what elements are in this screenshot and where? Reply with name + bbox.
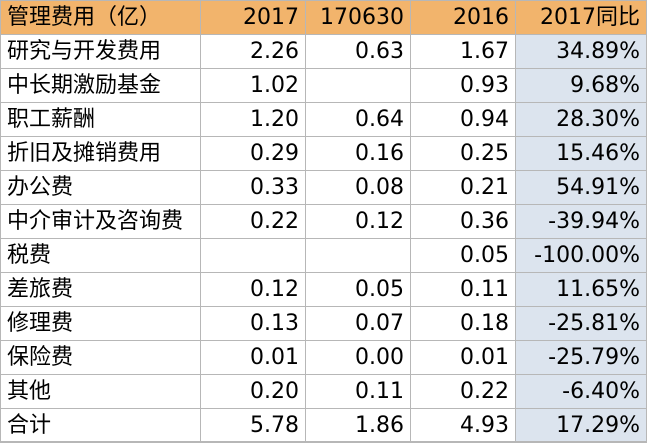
value-2016-cell[interactable]: 0.18 [410, 306, 516, 341]
table-row: 其他 0.20 0.11 0.22 -6.40% [0, 374, 647, 409]
total-row: 合计 5.78 1.86 4.93 17.29% [0, 408, 647, 443]
value-170630-cell[interactable] [305, 238, 411, 273]
value-2017-cell[interactable]: 0.20 [200, 374, 306, 409]
yoy-cell[interactable]: 28.30% [515, 102, 647, 137]
row-label-cell[interactable]: 职工薪酬 [0, 102, 201, 137]
table-row: 研究与开发费用 2.26 0.63 1.67 34.89% [0, 34, 647, 69]
row-label-cell[interactable]: 保险费 [0, 340, 201, 375]
total-yoy-cell[interactable]: 17.29% [515, 408, 647, 443]
yoy-cell[interactable]: -39.94% [515, 204, 647, 239]
table-row: 折旧及摊销费用 0.29 0.16 0.25 15.46% [0, 136, 647, 171]
value-2016-cell[interactable]: 1.67 [410, 34, 516, 69]
table-row: 修理费 0.13 0.07 0.18 -25.81% [0, 306, 647, 341]
value-170630-cell[interactable]: 0.11 [305, 374, 411, 409]
row-label-cell[interactable]: 研究与开发费用 [0, 34, 201, 69]
yoy-cell[interactable]: -100.00% [515, 238, 647, 273]
value-170630-cell[interactable]: 0.08 [305, 170, 411, 205]
yoy-cell[interactable]: 15.46% [515, 136, 647, 171]
header-label-cell[interactable]: 管理费用（亿） [0, 0, 201, 35]
row-label-cell[interactable]: 办公费 [0, 170, 201, 205]
value-2017-cell[interactable]: 0.12 [200, 272, 306, 307]
table-row: 保险费 0.01 0.00 0.01 -25.79% [0, 340, 647, 375]
value-170630-cell[interactable]: 0.00 [305, 340, 411, 375]
table-row: 中长期激励基金 1.02 0.93 9.68% [0, 68, 647, 103]
value-2017-cell[interactable]: 2.26 [200, 34, 306, 69]
header-170630-cell[interactable]: 170630 [305, 0, 411, 35]
value-2016-cell[interactable]: 0.01 [410, 340, 516, 375]
total-170630-cell[interactable]: 1.86 [305, 408, 411, 443]
table-row: 税费 0.05 -100.00% [0, 238, 647, 273]
yoy-cell[interactable]: 54.91% [515, 170, 647, 205]
value-170630-cell[interactable]: 0.07 [305, 306, 411, 341]
table-row: 差旅费 0.12 0.05 0.11 11.65% [0, 272, 647, 307]
value-170630-cell[interactable]: 0.12 [305, 204, 411, 239]
value-2017-cell[interactable]: 0.01 [200, 340, 306, 375]
value-2016-cell[interactable]: 0.36 [410, 204, 516, 239]
value-2017-cell[interactable]: 1.20 [200, 102, 306, 137]
value-170630-cell[interactable]: 0.05 [305, 272, 411, 307]
total-label-cell[interactable]: 合计 [0, 408, 201, 443]
yoy-cell[interactable]: -25.81% [515, 306, 647, 341]
yoy-cell[interactable]: 34.89% [515, 34, 647, 69]
yoy-cell[interactable]: 11.65% [515, 272, 647, 307]
row-label-cell[interactable]: 修理费 [0, 306, 201, 341]
table-row: 办公费 0.33 0.08 0.21 54.91% [0, 170, 647, 205]
table-row: 中介审计及咨询费 0.22 0.12 0.36 -39.94% [0, 204, 647, 239]
value-2016-cell[interactable]: 0.94 [410, 102, 516, 137]
value-2017-cell[interactable]: 0.29 [200, 136, 306, 171]
value-2017-cell[interactable]: 0.33 [200, 170, 306, 205]
value-2016-cell[interactable]: 0.11 [410, 272, 516, 307]
total-2017-cell[interactable]: 5.78 [200, 408, 306, 443]
value-2016-cell[interactable]: 0.25 [410, 136, 516, 171]
value-170630-cell[interactable] [305, 68, 411, 103]
row-label-cell[interactable]: 中长期激励基金 [0, 68, 201, 103]
header-yoy-cell[interactable]: 2017同比 [515, 0, 647, 35]
yoy-cell[interactable]: 9.68% [515, 68, 647, 103]
value-2016-cell[interactable]: 0.22 [410, 374, 516, 409]
yoy-cell[interactable]: -6.40% [515, 374, 647, 409]
row-label-cell[interactable]: 折旧及摊销费用 [0, 136, 201, 171]
value-2017-cell[interactable]: 0.22 [200, 204, 306, 239]
value-170630-cell[interactable]: 0.63 [305, 34, 411, 69]
value-2017-cell[interactable] [200, 238, 306, 273]
value-2017-cell[interactable]: 0.13 [200, 306, 306, 341]
value-2016-cell[interactable]: 0.21 [410, 170, 516, 205]
header-2017-cell[interactable]: 2017 [200, 0, 306, 35]
total-2016-cell[interactable]: 4.93 [410, 408, 516, 443]
row-label-cell[interactable]: 税费 [0, 238, 201, 273]
row-label-cell[interactable]: 中介审计及咨询费 [0, 204, 201, 239]
yoy-cell[interactable]: -25.79% [515, 340, 647, 375]
value-2016-cell[interactable]: 0.05 [410, 238, 516, 273]
header-2016-cell[interactable]: 2016 [410, 0, 516, 35]
value-170630-cell[interactable]: 0.16 [305, 136, 411, 171]
header-row: 管理费用（亿） 2017 170630 2016 2017同比 [0, 0, 647, 35]
value-2016-cell[interactable]: 0.93 [410, 68, 516, 103]
value-2017-cell[interactable]: 1.02 [200, 68, 306, 103]
row-label-cell[interactable]: 其他 [0, 374, 201, 409]
next-row-edge [0, 441, 646, 447]
table-row: 职工薪酬 1.20 0.64 0.94 28.30% [0, 102, 647, 137]
value-170630-cell[interactable]: 0.64 [305, 102, 411, 137]
row-label-cell[interactable]: 差旅费 [0, 272, 201, 307]
